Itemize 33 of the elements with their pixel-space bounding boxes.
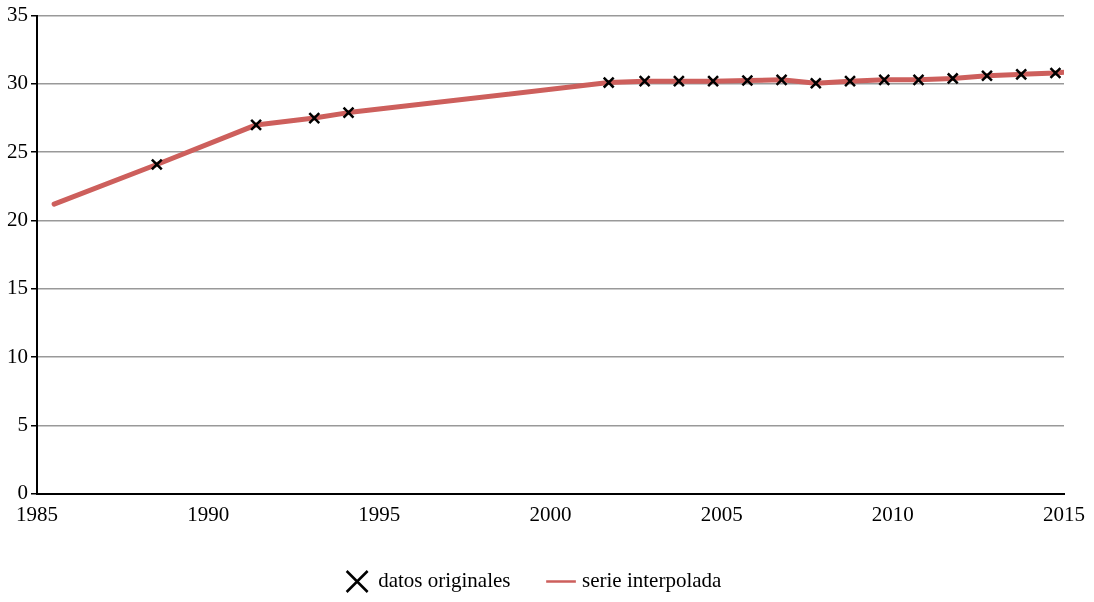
point [638,74,651,88]
y-tick-label: 20 [7,207,28,232]
x-tick-label: 1995 [358,501,401,526]
y-tick-label: 35 [7,2,28,27]
y-tick-label: 15 [7,275,28,300]
point [980,69,994,82]
point [775,73,788,87]
y-tick-label: 25 [7,138,28,163]
point [1015,68,1028,81]
y-tick-label: 10 [7,343,28,368]
y-tick-label: 30 [7,70,28,95]
x-tick-label: 2010 [871,501,914,526]
y-tick-label: 5 [17,412,28,436]
x-tick-label: 2005 [700,501,743,526]
point [602,76,615,89]
point [912,73,925,87]
point [741,74,754,87]
x-tick-label: 1990 [187,501,230,526]
legend-label: datos originales [378,568,511,593]
point [150,158,164,171]
point [672,74,686,88]
legend-label: serie interpolada [582,568,723,593]
x-tick-label: 2000 [529,501,572,526]
point [809,77,823,90]
point [946,72,959,85]
point [308,111,321,125]
point [878,73,891,87]
point [249,118,263,132]
point [706,74,720,88]
point [342,106,355,119]
point [843,74,857,88]
point [1049,66,1062,80]
x-tick-label: 2015 [1043,501,1085,526]
